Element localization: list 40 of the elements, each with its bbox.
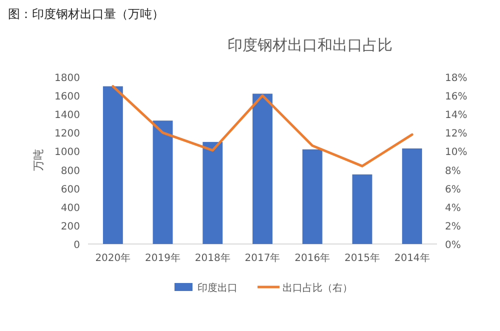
y2-tick-label: 10% xyxy=(445,147,468,158)
bar xyxy=(352,174,372,244)
y2-tick-label: 6% xyxy=(445,184,461,196)
x-tick-label: 2017年 xyxy=(244,252,280,264)
legend-label: 出口占比（右） xyxy=(282,282,352,294)
line-series xyxy=(112,85,414,168)
y-tick-label: 1200 xyxy=(54,128,80,140)
x-tick-label: 2019年 xyxy=(145,252,181,264)
legend-label: 印度出口 xyxy=(198,282,238,294)
y2-tick-label: 0% xyxy=(445,240,461,251)
x-tick-label: 2018年 xyxy=(194,252,230,264)
y-tick-label: 1000 xyxy=(54,147,80,158)
y-tick-label: 0 xyxy=(74,240,80,251)
bar xyxy=(152,120,173,244)
bar xyxy=(402,148,422,244)
y-tick-label: 1400 xyxy=(54,110,80,122)
y-tick-label: 400 xyxy=(60,202,80,214)
y2-tick-label: 16% xyxy=(445,92,468,103)
y-tick-label: 800 xyxy=(60,166,80,177)
y2-tick-label: 4% xyxy=(445,202,461,214)
y-tick-label: 200 xyxy=(60,221,80,232)
x-tick-label: 2014年 xyxy=(394,252,430,264)
bar xyxy=(252,94,272,244)
y2-tick-label: 14% xyxy=(445,110,468,122)
y-tick-label: 600 xyxy=(60,184,80,196)
y2-tick-label: 8% xyxy=(445,166,461,177)
text: 图：印度钢材出口量（万吨） xyxy=(8,7,164,21)
y-tick-label: 1600 xyxy=(54,92,80,103)
bar xyxy=(302,149,322,244)
y2-tick-label: 18% xyxy=(445,73,468,84)
bar xyxy=(102,86,123,244)
x-tick-label: 2016年 xyxy=(294,252,330,264)
bar xyxy=(202,142,223,244)
y-axis-title: 万吨 xyxy=(32,149,45,171)
x-tick-label: 2020年 xyxy=(95,252,131,264)
y2-tick-label: 2% xyxy=(445,221,461,232)
y2-tick-label: 12% xyxy=(445,128,468,140)
chart-title: 印度钢材出口和出口占比 xyxy=(228,36,392,54)
y-tick-label: 1800 xyxy=(54,73,80,84)
x-tick-label: 2015年 xyxy=(344,252,380,264)
